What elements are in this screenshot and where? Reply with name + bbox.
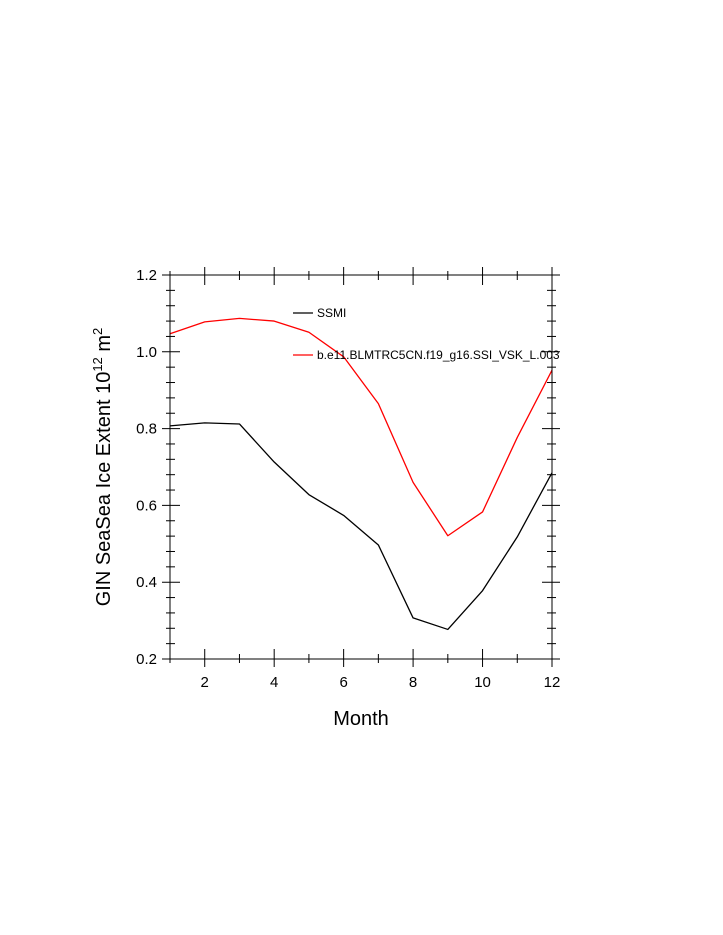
x-tick-label: 8 xyxy=(409,674,417,691)
y-tick-label: 0.6 xyxy=(136,497,157,514)
series-line-1 xyxy=(169,422,553,631)
plot-frame xyxy=(169,274,553,660)
y-tick-label: 1.0 xyxy=(136,344,157,361)
y-axis-title-unit: m xyxy=(93,335,115,352)
y-axis-title-main: GIN SeaSea Ice Extent 10 xyxy=(93,372,115,607)
legend-label-1: SSMI xyxy=(317,306,346,320)
y-tick-label: 0.8 xyxy=(136,421,157,438)
series-layer xyxy=(169,317,553,631)
series-line-2 xyxy=(169,317,553,537)
legend: SSMI b.e11.BLMTRC5CN.f19_g16.SSI_VSK_L.00… xyxy=(293,306,560,362)
x-axis-title: Month xyxy=(333,708,389,730)
x-tick-label: 4 xyxy=(270,674,278,691)
y-tick-label: 1.2 xyxy=(136,267,157,284)
x-tick-label: 2 xyxy=(201,674,209,691)
axis-ticks xyxy=(162,267,560,667)
y-tick-label: 0.2 xyxy=(136,651,157,668)
x-tick-label: 12 xyxy=(544,674,561,691)
y-axis-title: GIN SeaSea Ice Extent 1012 m2 xyxy=(90,328,115,607)
y-tick-label: 0.4 xyxy=(136,574,157,591)
tick-labels: 2 4 6 8 10 12 0.2 0.4 0.6 0.8 1.0 1.2 xyxy=(136,267,560,691)
y-axis-title-exponent: 12 xyxy=(90,357,105,371)
x-tick-label: 10 xyxy=(474,674,491,691)
y-axis-title-unit-exponent: 2 xyxy=(90,328,105,335)
x-tick-label: 6 xyxy=(339,674,347,691)
legend-label-2: b.e11.BLMTRC5CN.f19_g16.SSI_VSK_L.003 xyxy=(317,348,560,362)
